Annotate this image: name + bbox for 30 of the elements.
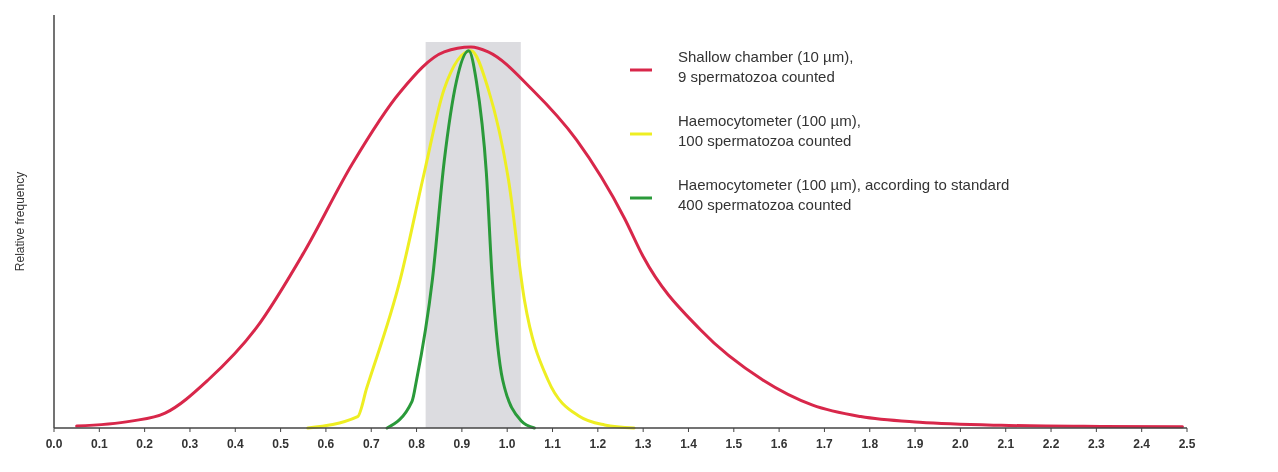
x-tick-label: 0.2 <box>136 437 154 451</box>
x-tick-label: 1.2 <box>589 437 607 451</box>
x-tick-label: 0.0 <box>45 437 63 451</box>
x-tick-label: 1.8 <box>861 437 879 451</box>
x-tick-label: 2.1 <box>997 437 1015 451</box>
x-tick-label: 0.3 <box>181 437 199 451</box>
x-tick-label: 1.7 <box>816 437 834 451</box>
x-tick-label: 1.1 <box>544 437 562 451</box>
x-tick-label: 0.6 <box>317 437 335 451</box>
x-tick-label: 2.3 <box>1088 437 1106 451</box>
x-tick-label: 2.5 <box>1178 437 1196 451</box>
x-tick-label: 2.0 <box>952 437 970 451</box>
x-tick-label: 1.9 <box>906 437 924 451</box>
x-tick-label: 1.6 <box>770 437 788 451</box>
y-axis-title: Relative frequency <box>13 171 27 272</box>
legend-label: Shallow chamber (10 µm), 9 spermatozoa counted <box>678 48 854 85</box>
x-tick-label: 1.5 <box>725 437 743 451</box>
legend-label: Haemocytometer (100 µm), according to standard 400 spermatozoa counted <box>678 176 1010 213</box>
x-tick-label: 0.7 <box>362 437 380 451</box>
x-tick-label: 0.8 <box>408 437 426 451</box>
x-tick-label: 1.3 <box>634 437 652 451</box>
x-tick-label: 0.1 <box>90 437 108 451</box>
x-tick-label: 2.2 <box>1042 437 1060 451</box>
x-tick-label: 0.5 <box>272 437 290 451</box>
x-tick-label: 1.0 <box>498 437 516 451</box>
x-tick-label: 0.9 <box>453 437 471 451</box>
x-tick-label: 0.4 <box>226 437 244 451</box>
x-tick-label: 1.4 <box>680 437 698 451</box>
x-tick-label: 2.4 <box>1133 437 1151 451</box>
legend-label: Haemocytometer (100 µm), 100 spermatozoa counted <box>678 112 861 149</box>
